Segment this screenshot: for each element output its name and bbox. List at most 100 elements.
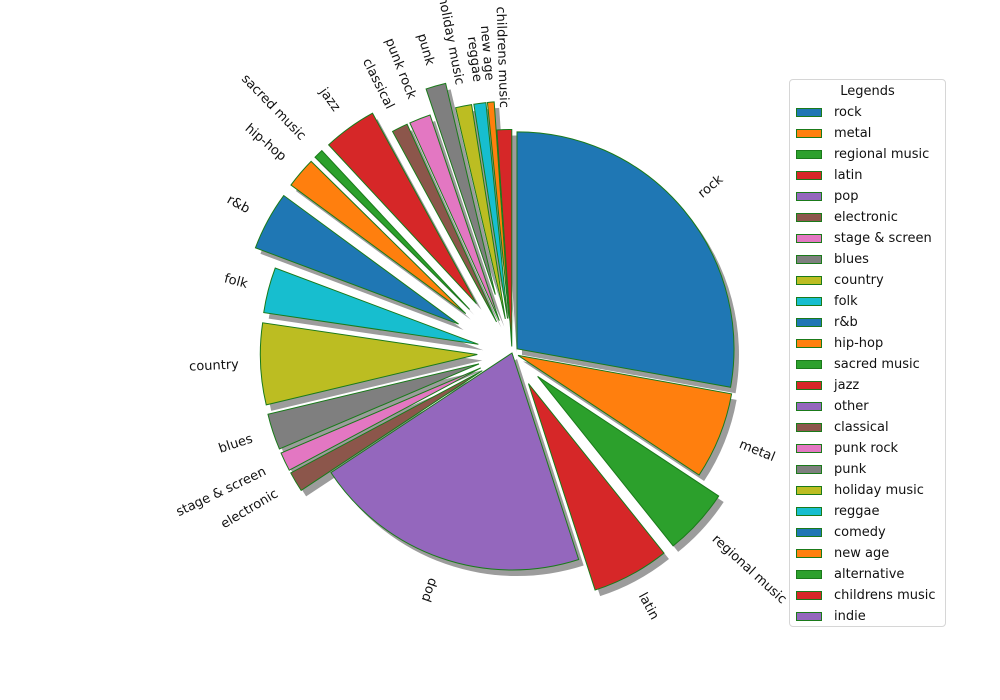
legend: Legends rock metal regional music latin pop e… <box>789 79 946 627</box>
pie-slice-punk-rock <box>409 114 500 321</box>
pie-slice-regional-music <box>537 375 720 547</box>
legend-label: electronic <box>834 210 898 225</box>
legend-label: punk <box>834 462 867 477</box>
slice-label-jazz: jazz <box>315 84 343 114</box>
legend-swatch <box>796 318 822 327</box>
legend-swatch <box>796 255 822 264</box>
legend-item-country: country <box>796 270 936 291</box>
pie-slice-classical <box>391 123 497 323</box>
legend-item-sacred-music: sacred music <box>796 354 936 375</box>
legend-item-regional-music: regional music <box>796 144 936 165</box>
slices <box>254 82 735 591</box>
legend-swatch <box>796 297 822 306</box>
legend-label: folk <box>834 294 858 309</box>
legend-item-holiday-music: holiday music <box>796 480 936 501</box>
legend-item-new-age: new age <box>796 543 936 564</box>
legend-swatch <box>796 549 822 558</box>
pie-slice-folk <box>263 267 479 345</box>
legend-items: rock metal regional music latin pop electroni… <box>796 102 936 627</box>
legend-label: classical <box>834 420 889 435</box>
pie-slice-latin <box>527 383 665 591</box>
legend-item-jazz: jazz <box>796 375 936 396</box>
legend-label: comedy <box>834 525 886 540</box>
legend-item-punk-rock: punk rock <box>796 438 936 459</box>
slice-label-latin: latin <box>635 590 662 622</box>
legend-label: country <box>834 273 884 288</box>
legend-swatch <box>796 381 822 390</box>
legend-swatch <box>796 423 822 432</box>
legend-label: latin <box>834 168 863 183</box>
legend-label: pop <box>834 189 859 204</box>
legend-item-other: other <box>796 396 936 417</box>
slice-label-holiday-music: holiday music <box>435 0 467 86</box>
legend-label: jazz <box>834 378 860 393</box>
legend-swatch <box>796 486 822 495</box>
legend-label: holiday music <box>834 483 924 498</box>
legend-item-alternative: alternative <box>796 564 936 585</box>
pie-slice-country <box>259 322 478 406</box>
legend-item-comedy: comedy <box>796 522 936 543</box>
legend-item-latin: latin <box>796 165 936 186</box>
legend-swatch <box>796 234 822 243</box>
slice-label-new-age: new age <box>477 25 497 81</box>
legend-label: regional music <box>834 147 930 162</box>
pie-slice-new-age <box>486 101 510 319</box>
pie-slice-pop <box>330 352 580 571</box>
pie-slice-blues <box>267 363 480 450</box>
slice-label-metal: metal <box>737 437 777 465</box>
legend-label: indie <box>834 609 866 624</box>
legend-item-hip-hop: hip-hop <box>796 333 936 354</box>
pie-slice-stage-and-screen <box>280 367 481 471</box>
legend-item-childrens-music: childrens music <box>796 585 936 606</box>
pie-slice-sacred-music <box>314 149 471 310</box>
slice-label-pop: pop <box>418 576 440 604</box>
legend-swatch <box>796 402 822 411</box>
slice-label-punk: punk <box>414 32 437 68</box>
legend-label: reggae <box>834 504 880 519</box>
legend-title: Legends <box>840 84 895 99</box>
pie-slice-hip-hop <box>290 160 467 314</box>
slice-label-blues: blues <box>217 431 255 456</box>
legend-swatch <box>796 360 822 369</box>
legend-swatch <box>796 129 822 138</box>
pie-slice-reggae <box>473 102 509 319</box>
legend-swatch <box>796 528 822 537</box>
pie-slice-holiday-music <box>455 103 506 320</box>
legend-label: rock <box>834 105 862 120</box>
legend-item-punk: punk <box>796 459 936 480</box>
pie-slice-electronic <box>290 370 483 492</box>
legend-label: metal <box>834 126 872 141</box>
legend-item-classical: classical <box>796 417 936 438</box>
legend-item-rock: rock <box>796 102 936 123</box>
legend-item-stage-and-screen: stage & screen <box>796 228 936 249</box>
legend-item-electronic: electronic <box>796 207 936 228</box>
legend-swatch <box>796 507 822 516</box>
legend-item-reggae: reggae <box>796 501 936 522</box>
pie-slice-rock <box>516 131 735 388</box>
legend-label: other <box>834 399 869 414</box>
pie-slice-metal <box>517 354 733 476</box>
legend-swatch <box>796 570 822 579</box>
legend-swatch <box>796 150 822 159</box>
legend-swatch <box>796 192 822 201</box>
legend-swatch <box>796 213 822 222</box>
legend-swatch <box>796 591 822 600</box>
legend-item-blues: blues <box>796 249 936 270</box>
legend-swatch <box>796 108 822 117</box>
legend-swatch <box>796 612 822 621</box>
slice-label-folk: folk <box>222 271 249 292</box>
slice-label-regional-music: regional music <box>709 532 789 607</box>
pie-slice-jazz <box>327 112 477 305</box>
legend-label: childrens music <box>834 588 936 603</box>
legend-label: r&b <box>834 315 858 330</box>
slice-label-country: country <box>189 357 240 374</box>
legend-label: punk rock <box>834 441 899 456</box>
legend-swatch <box>796 444 822 453</box>
slice-label-randb: r&b <box>224 192 252 216</box>
legend-swatch <box>796 276 822 285</box>
slice-label-reggae: reggae <box>464 36 485 83</box>
legend-label: alternative <box>834 567 905 582</box>
legend-item-randb: r&b <box>796 312 936 333</box>
